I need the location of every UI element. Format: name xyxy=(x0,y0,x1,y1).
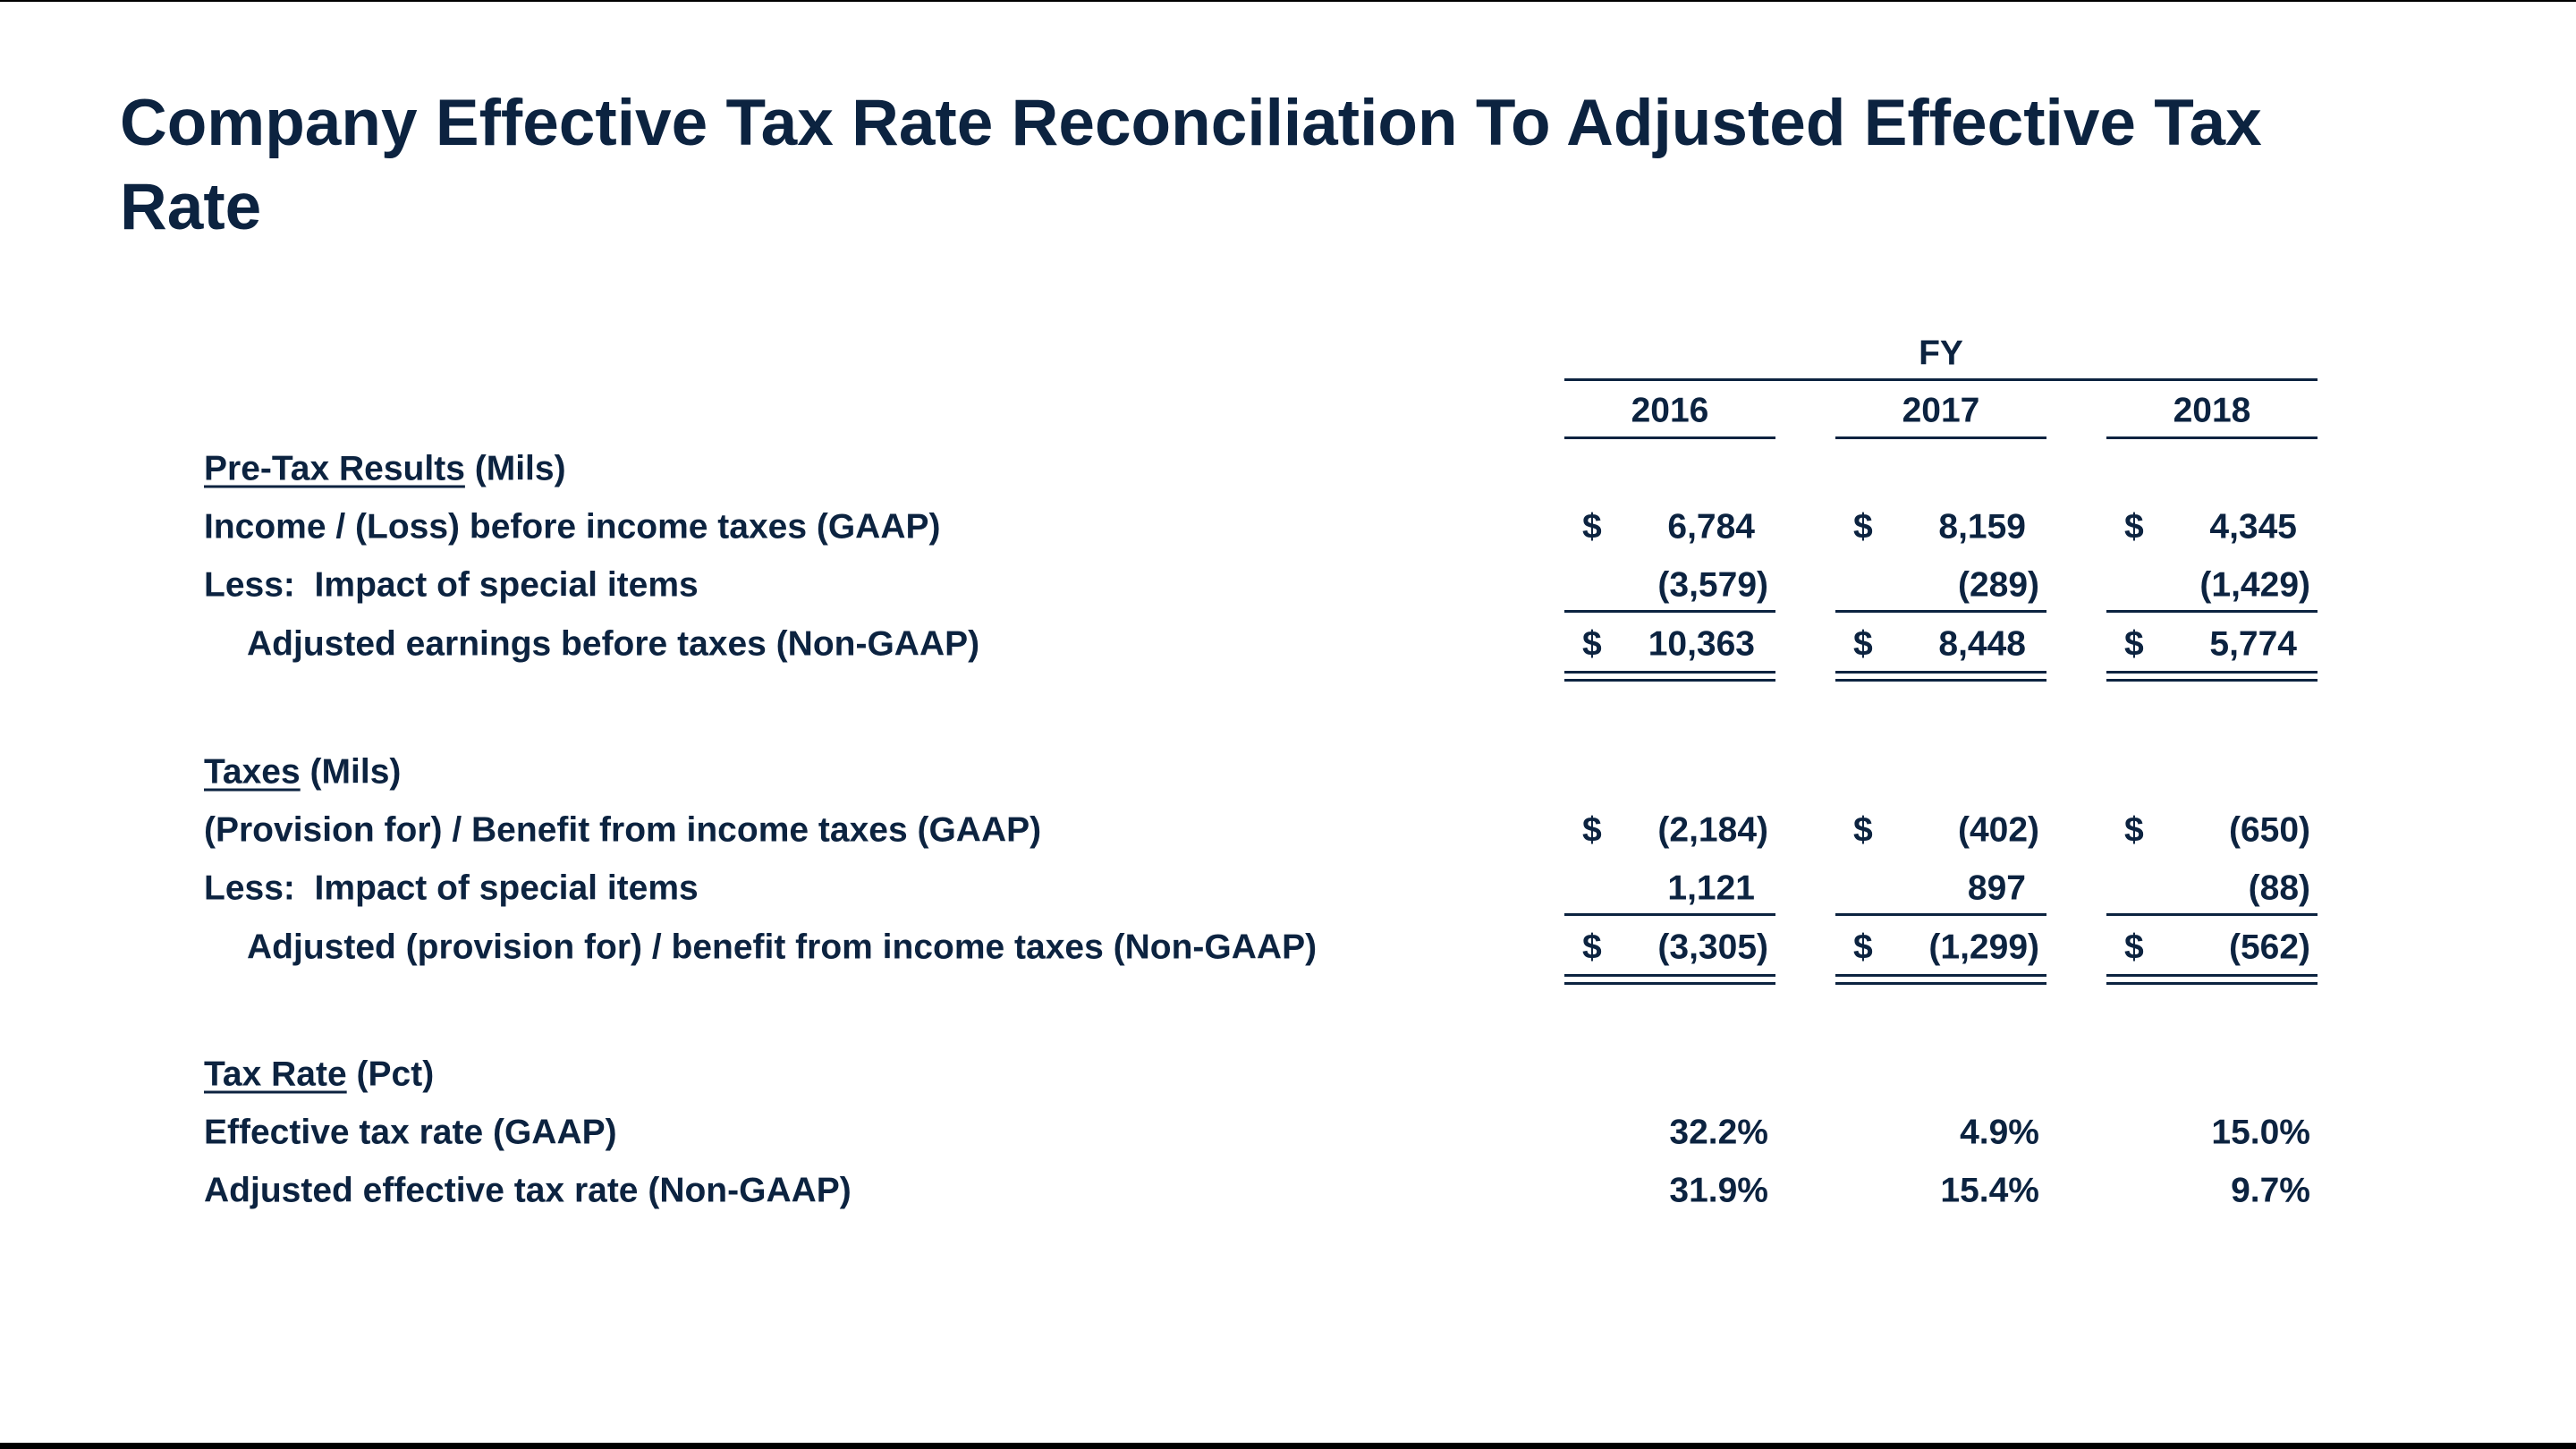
amount: 8,448 xyxy=(1938,624,2026,664)
subtotal-rule xyxy=(1835,913,2046,916)
amount: 1,121 xyxy=(1667,869,1755,908)
section-heading: Tax Rate (Pct) xyxy=(204,1057,434,1092)
amount: (562) xyxy=(2228,928,2310,967)
year-rule xyxy=(2106,436,2318,439)
total-rule xyxy=(2106,982,2318,985)
currency: $ xyxy=(2124,810,2144,850)
total-rule xyxy=(2106,679,2318,682)
amount: 10,363 xyxy=(1648,624,1755,664)
amount: 9.7% xyxy=(2231,1171,2310,1210)
row-label: Adjusted (provision for) / benefit from … xyxy=(247,928,1318,967)
year-rule xyxy=(1835,436,2046,439)
slide-title: Company Effective Tax Rate Reconciliatio… xyxy=(120,87,2262,243)
heading-text: Pre-Tax Results xyxy=(204,449,465,488)
amount: (1,299) xyxy=(1928,928,2039,967)
year-header: 2017 xyxy=(1902,391,1980,430)
amount: (2,184) xyxy=(1657,810,1768,850)
year-header: 2016 xyxy=(1631,391,1709,430)
amount: (1,429) xyxy=(2199,565,2310,605)
amount: (3,305) xyxy=(1657,928,1768,967)
amount: (402) xyxy=(1957,810,2039,850)
subtotal-rule xyxy=(1835,610,2046,613)
total-rule xyxy=(1564,679,1775,682)
amount: (650) xyxy=(2228,810,2310,850)
subtotal-rule xyxy=(1564,913,1775,916)
amount: 32.2% xyxy=(1669,1113,1768,1152)
row-label: Income / (Loss) before income taxes (GAA… xyxy=(204,507,941,547)
subtotal-rule xyxy=(2106,913,2318,916)
total-rule xyxy=(1564,671,1775,674)
total-rule xyxy=(1835,671,2046,674)
amount: (289) xyxy=(1957,565,2039,605)
heading-unit: (Mils) xyxy=(474,449,566,488)
total-rule xyxy=(1564,974,1775,977)
currency: $ xyxy=(2124,507,2144,547)
currency: $ xyxy=(1582,507,1602,547)
amount: 8,159 xyxy=(1938,507,2026,547)
group-header: FY xyxy=(1919,334,1963,373)
currency: $ xyxy=(1853,507,1873,547)
amount: (3,579) xyxy=(1657,565,1768,605)
currency: $ xyxy=(1853,928,1873,967)
section-heading: Taxes (Mils) xyxy=(204,755,401,790)
currency: $ xyxy=(1853,810,1873,850)
total-rule xyxy=(1835,974,2046,977)
currency: $ xyxy=(1582,810,1602,850)
row-label: Effective tax rate (GAAP) xyxy=(204,1113,617,1152)
total-rule xyxy=(1835,982,2046,985)
currency: $ xyxy=(1582,928,1602,967)
heading-text: Tax Rate xyxy=(204,1055,347,1094)
heading-text: Taxes xyxy=(204,752,301,792)
year-rule xyxy=(1564,436,1775,439)
subtotal-rule xyxy=(1564,610,1775,613)
row-label: Adjusted earnings before taxes (Non-GAAP… xyxy=(247,624,980,664)
currency: $ xyxy=(2124,624,2144,664)
heading-unit: (Pct) xyxy=(356,1055,435,1094)
row-label: (Provision for) / Benefit from income ta… xyxy=(204,810,1042,850)
year-header: 2018 xyxy=(2173,391,2251,430)
total-rule xyxy=(1835,679,2046,682)
amount: 897 xyxy=(1967,869,2026,908)
total-rule xyxy=(2106,671,2318,674)
total-rule xyxy=(1564,982,1775,985)
heading-unit: (Mils) xyxy=(309,752,402,792)
amount: (88) xyxy=(2248,869,2310,908)
section-heading: Pre-Tax Results (Mils) xyxy=(204,452,566,487)
row-label: Less: Impact of special items xyxy=(204,565,699,605)
amount: 4,345 xyxy=(2209,507,2297,547)
amount: 15.0% xyxy=(2211,1113,2310,1152)
amount: 4.9% xyxy=(1960,1113,2039,1152)
amount: 5,774 xyxy=(2209,624,2297,664)
amount: 15.4% xyxy=(1940,1171,2039,1210)
currency: $ xyxy=(1853,624,1873,664)
amount: 31.9% xyxy=(1669,1171,1768,1210)
row-label: Adjusted effective tax rate (Non-GAAP) xyxy=(204,1171,852,1210)
group-rule xyxy=(1564,378,2318,381)
row-label: Less: Impact of special items xyxy=(204,869,699,908)
total-rule xyxy=(2106,974,2318,977)
currency: $ xyxy=(1582,624,1602,664)
currency: $ xyxy=(2124,928,2144,967)
subtotal-rule xyxy=(2106,610,2318,613)
amount: 6,784 xyxy=(1667,507,1755,547)
